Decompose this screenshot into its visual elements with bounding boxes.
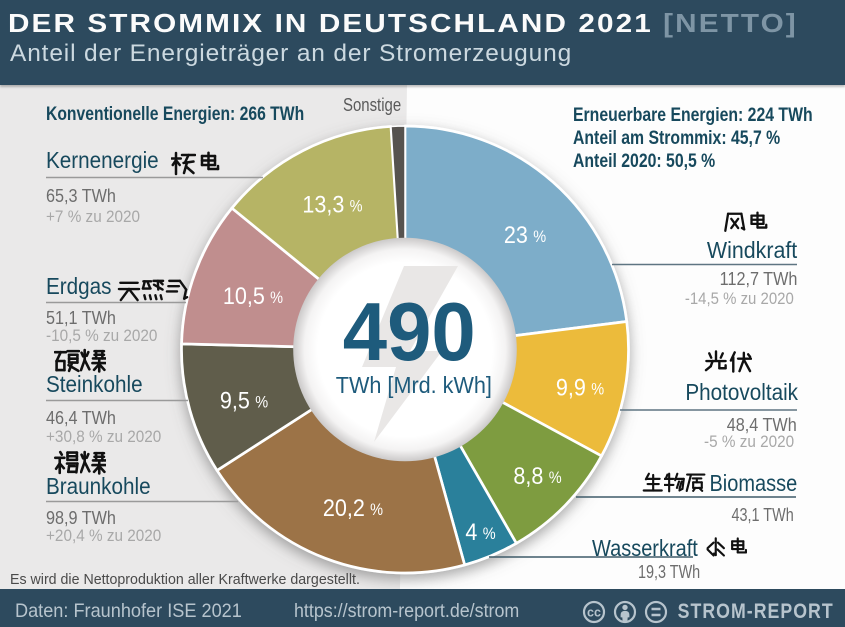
svg-text:20,2 %: 20,2 % xyxy=(323,494,383,522)
svg-text:cc: cc xyxy=(587,606,601,620)
svg-text:8,8 %: 8,8 % xyxy=(513,462,561,490)
